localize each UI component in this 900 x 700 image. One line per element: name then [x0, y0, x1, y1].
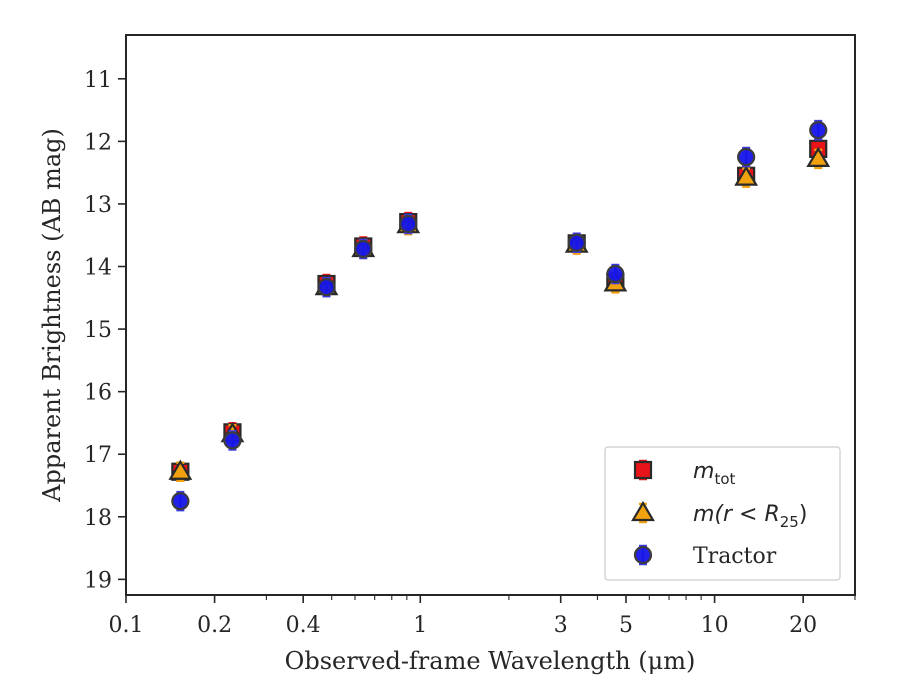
legend-marker — [631, 500, 655, 524]
circle-marker — [399, 214, 418, 234]
circle-marker — [606, 264, 625, 284]
x-tick-label: 0.2 — [197, 613, 232, 638]
data-points — [168, 119, 831, 512]
legend-box — [604, 446, 841, 581]
x-tick-label: 20 — [789, 613, 817, 638]
y-tick-label: 17 — [84, 443, 112, 468]
y-tick-label: 18 — [84, 506, 112, 531]
data-point — [399, 213, 418, 235]
data-point — [567, 232, 586, 253]
data-point — [171, 490, 190, 512]
x-axis-label: Observed-frame Wavelength (μm) — [285, 647, 696, 675]
triangle-marker — [806, 146, 831, 167]
data-point — [317, 276, 336, 298]
plot-frame — [125, 34, 856, 596]
y-tick-label: 13 — [84, 193, 112, 218]
triangle-marker — [168, 459, 193, 480]
data-point — [223, 430, 242, 451]
x-tick-label: 0.4 — [286, 613, 321, 638]
data-point — [734, 165, 759, 188]
circle-marker — [809, 121, 828, 140]
x-tick-label: 5 — [619, 613, 633, 638]
y-tick-label: 15 — [84, 318, 112, 343]
circle-marker — [317, 278, 336, 297]
y-axis-label: Apparent Brightness (AB mag) — [38, 128, 66, 503]
circle-marker — [567, 233, 586, 252]
series-circle — [171, 119, 828, 512]
series-square — [171, 138, 828, 482]
circle-marker — [223, 431, 242, 450]
legend-label: Tractor — [693, 544, 777, 569]
x-tick-label: 3 — [554, 613, 568, 638]
y-tick-label: 16 — [84, 381, 112, 406]
y-tick-label: 11 — [84, 68, 112, 93]
data-point — [806, 146, 831, 170]
series-triangle — [168, 146, 831, 482]
circle-marker — [737, 147, 756, 167]
legend-entry: Tractor — [633, 544, 777, 569]
legend-label: mtot — [693, 459, 735, 488]
triangle-marker — [734, 165, 759, 186]
x-tick-label: 1 — [413, 613, 427, 638]
data-point — [354, 238, 373, 260]
square-marker — [633, 460, 653, 480]
legend-marker — [633, 544, 653, 566]
data-point — [809, 119, 828, 141]
legend-marker — [633, 459, 653, 481]
circle-marker — [633, 545, 653, 565]
circle-marker — [171, 492, 190, 511]
legend-entry: mtot — [633, 459, 735, 488]
triangle-marker — [631, 500, 655, 522]
y-tick-label: 19 — [84, 568, 112, 593]
data-point — [168, 459, 193, 482]
circle-marker — [354, 239, 373, 259]
x-tick-label: 10 — [701, 613, 729, 638]
x-tick-label: 0.1 — [109, 613, 144, 638]
y-tick-label: 12 — [84, 130, 112, 155]
data-point — [606, 263, 625, 285]
data-point — [737, 146, 756, 168]
y-tick-label: 14 — [84, 256, 112, 281]
